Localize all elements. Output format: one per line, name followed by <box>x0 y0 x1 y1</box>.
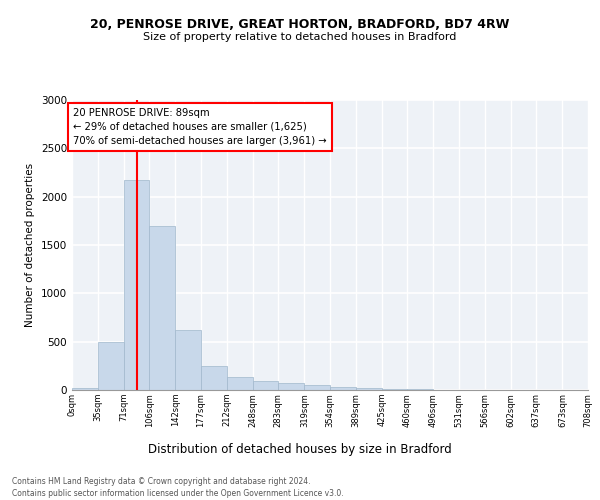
Y-axis label: Number of detached properties: Number of detached properties <box>25 163 35 327</box>
Bar <box>201 366 227 390</box>
Bar <box>407 389 433 390</box>
Text: Size of property relative to detached houses in Bradford: Size of property relative to detached ho… <box>143 32 457 42</box>
Bar <box>149 226 175 390</box>
Bar <box>278 383 304 390</box>
Bar <box>72 388 98 390</box>
Bar <box>382 388 407 390</box>
Text: Contains HM Land Registry data © Crown copyright and database right 2024.: Contains HM Land Registry data © Crown c… <box>12 478 311 486</box>
Bar <box>304 385 330 390</box>
Bar <box>227 378 253 390</box>
Bar <box>98 342 124 390</box>
Bar <box>253 382 278 390</box>
Text: Distribution of detached houses by size in Bradford: Distribution of detached houses by size … <box>148 442 452 456</box>
Text: Contains public sector information licensed under the Open Government Licence v3: Contains public sector information licen… <box>12 489 344 498</box>
Bar <box>330 386 356 390</box>
Bar <box>175 330 201 390</box>
Text: 20 PENROSE DRIVE: 89sqm
← 29% of detached houses are smaller (1,625)
70% of semi: 20 PENROSE DRIVE: 89sqm ← 29% of detache… <box>73 108 327 146</box>
Text: 20, PENROSE DRIVE, GREAT HORTON, BRADFORD, BD7 4RW: 20, PENROSE DRIVE, GREAT HORTON, BRADFOR… <box>91 18 509 30</box>
Bar <box>124 180 149 390</box>
Bar <box>356 388 382 390</box>
